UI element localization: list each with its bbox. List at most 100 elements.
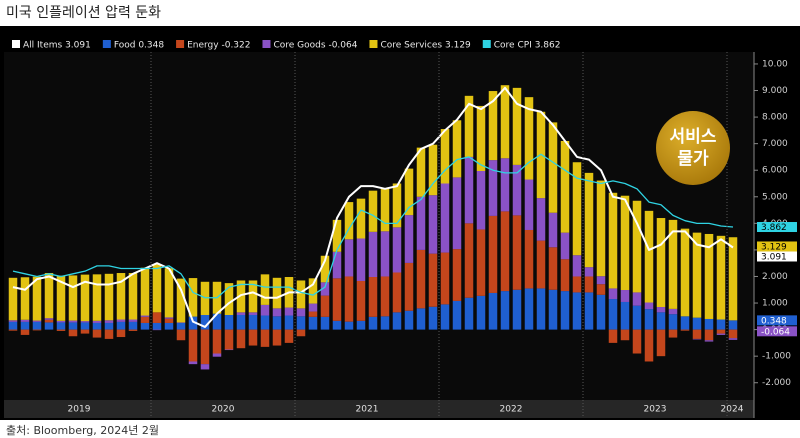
source-note: 출처: Bloomberg, 2024년 2월 [6,424,159,437]
bar-segment [560,140,570,233]
bar-segment [548,289,558,330]
last-value-box [757,222,797,233]
bar-segment [20,277,30,320]
bar-segment [248,314,258,330]
bar-segment [380,316,390,330]
bar-segment [692,317,702,330]
bar-segment [80,322,90,330]
bar-segment [356,238,366,281]
bar-segment [536,198,546,241]
bar-segment [236,280,246,313]
legend-label: Food 0.348 [114,40,165,50]
bar-segment [416,196,426,250]
bar-segment [632,329,642,354]
bar-segment [308,311,318,317]
bar-segment [392,312,402,330]
bar-segment [440,252,450,305]
last-value-box [757,251,797,262]
bar-segment [164,318,174,323]
bar-segment [692,338,702,340]
bar-segment [140,267,150,316]
bar-segment [548,247,558,290]
bar-segment [692,232,702,318]
bar-segment [248,280,258,313]
bar-segment [68,320,78,323]
bar-segment [332,219,342,252]
bar-segment [608,329,618,343]
bar-segment [8,277,18,321]
last-value-label: 0.348 [761,316,787,326]
bar-segment [176,329,186,341]
bar-segment [476,229,486,296]
bar-segment [92,320,102,323]
plot-area [4,52,754,400]
bar-segment [728,320,738,330]
y-tick-label: 6.000 [762,166,788,176]
bar-segment [68,322,78,330]
bar-segment [32,321,42,330]
x-axis-strip [4,400,754,418]
bar-segment [344,239,354,277]
bar-segment [560,259,570,292]
bar-segment [20,321,30,330]
bar-segment [524,179,534,230]
bar-segment [656,329,666,357]
bar-segment [620,290,630,302]
x-tick-label: 2019 [68,405,91,415]
bar-segment [392,183,402,228]
y-tick-label: 5.000 [762,192,788,202]
bar-segment [728,237,738,321]
y-tick-label: -1.000 [762,352,791,362]
bar-segment [8,329,18,331]
legend-value: 0.348 [138,40,164,50]
bar-segment [512,289,522,330]
bar-segment [368,190,378,232]
bar-segment [296,308,306,317]
bar-segment [140,322,150,330]
y-tick-label: 7.000 [762,139,788,149]
x-tick-label: 2022 [500,405,523,415]
bar-segment [320,295,330,317]
bar-segment [596,284,606,295]
bar-segment [176,322,186,330]
legend-label: Core Services 3.129 [380,40,471,50]
bar-segment [212,329,222,354]
bar-segment [368,231,378,278]
bar-segment [440,183,450,253]
bar-segment [284,307,294,316]
bar-segment [452,120,462,178]
bar-segment [92,322,102,330]
bar-segment [524,97,534,180]
bar-segment [140,315,150,317]
bar-segment [392,227,402,273]
bar-segment [32,320,42,322]
bar-segment [236,329,246,349]
bar-segment [296,280,306,309]
bar-segment [656,218,666,308]
bar-segment [272,277,282,309]
bar-segment [344,321,354,330]
bar-segment [704,340,714,342]
bar-segment [428,195,438,254]
bar-segment [632,292,642,306]
bar-segment [272,329,282,346]
bar-segment [500,158,510,212]
bar-segment [356,280,366,321]
bar-segment [416,249,426,309]
annotation-text: 서비스 [670,127,717,147]
bar-segment [224,349,234,351]
bar-segment [200,329,210,365]
bar-segment [608,192,618,289]
x-tick-label: 2024 [721,405,744,415]
bar-segment [488,215,498,293]
bar-segment [404,262,414,311]
bar-segment [236,312,246,315]
bar-segment [500,85,510,159]
bar-segment [20,319,30,322]
bar-segment [704,318,714,330]
bar-segment [44,322,54,330]
bar-segment [176,322,186,323]
bar-segment [356,320,366,330]
last-value-box [757,241,797,252]
bar-segment [512,215,522,290]
